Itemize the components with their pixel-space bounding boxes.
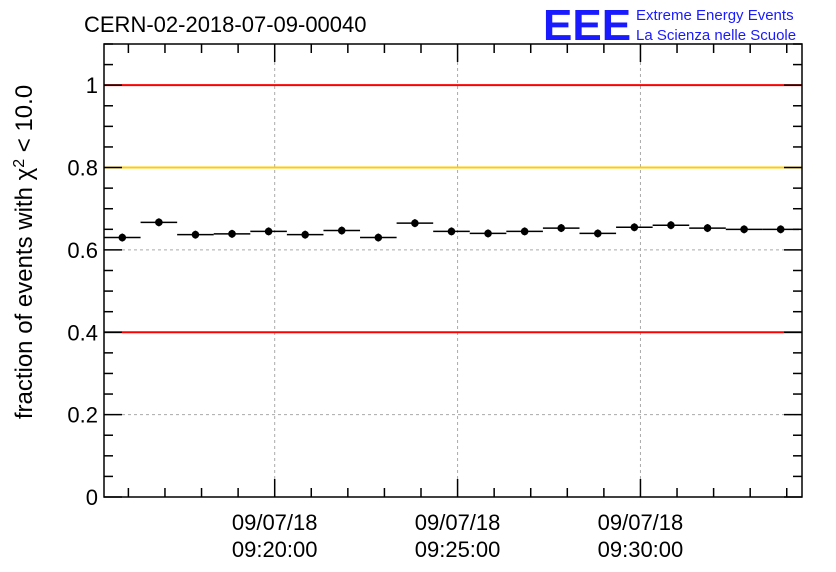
data-point	[337, 226, 346, 235]
y-axis-label: fraction of events with χ2 < 10.0	[11, 85, 39, 419]
data-point	[411, 219, 419, 227]
y-axis-label-suffix: < 10.0	[11, 85, 38, 159]
data-point	[520, 227, 529, 236]
chart-title: CERN-02-2018-07-09-00040	[84, 12, 367, 37]
data-points	[104, 218, 799, 242]
data-point	[374, 233, 383, 242]
data-point	[703, 224, 712, 232]
data-point	[228, 230, 236, 238]
x-tick-label-time: 09:30:00	[598, 537, 684, 562]
eee-logo: EEE Extreme Energy Events La Scienza nel…	[543, 1, 796, 50]
y-tick-label: 0.2	[67, 403, 98, 428]
data-point	[667, 221, 675, 229]
data-point	[155, 218, 163, 227]
data-point	[118, 233, 127, 242]
y-tick-label: 0.4	[67, 320, 98, 345]
y-axis-label-prefix: fraction of events with χ	[11, 167, 38, 419]
x-tick-label-time: 09:20:00	[232, 537, 318, 562]
plot-frame	[103, 43, 803, 498]
grid-lines	[104, 44, 802, 497]
data-point	[264, 227, 273, 236]
data-point	[191, 230, 200, 239]
x-tick-label-date: 09/07/18	[232, 510, 318, 535]
x-tick-labels: 09/07/1809:20:0009/07/1809:25:0009/07/18…	[232, 510, 683, 562]
axis-ticks	[104, 43, 802, 498]
x-tick-label-time: 09:25:00	[415, 537, 501, 562]
y-tick-label: 0.8	[67, 156, 98, 181]
data-point	[447, 227, 456, 236]
y-tick-labels: 0 0.2 0.4 0.6 0.8 1	[67, 73, 98, 510]
data-point	[776, 225, 785, 234]
data-point	[740, 225, 748, 234]
data-point	[593, 229, 602, 238]
reference-lines	[104, 84, 802, 334]
y-tick-label: 0	[86, 485, 98, 510]
data-point	[484, 229, 492, 238]
data-point	[630, 223, 639, 232]
y-tick-label: 0.6	[67, 238, 98, 263]
data-point	[557, 224, 566, 232]
data-point	[301, 230, 309, 239]
logo-line2: La Scienza nelle Scuole	[636, 27, 796, 44]
x-tick-label-date: 09/07/18	[598, 510, 684, 535]
logo-line1: Extreme Energy Events	[636, 7, 794, 24]
y-axis-label-sup: 2	[11, 159, 28, 168]
logo-mark: EEE	[543, 1, 631, 50]
y-tick-label: 1	[86, 73, 98, 98]
plot-border	[103, 43, 803, 498]
x-tick-label-date: 09/07/18	[415, 510, 501, 535]
